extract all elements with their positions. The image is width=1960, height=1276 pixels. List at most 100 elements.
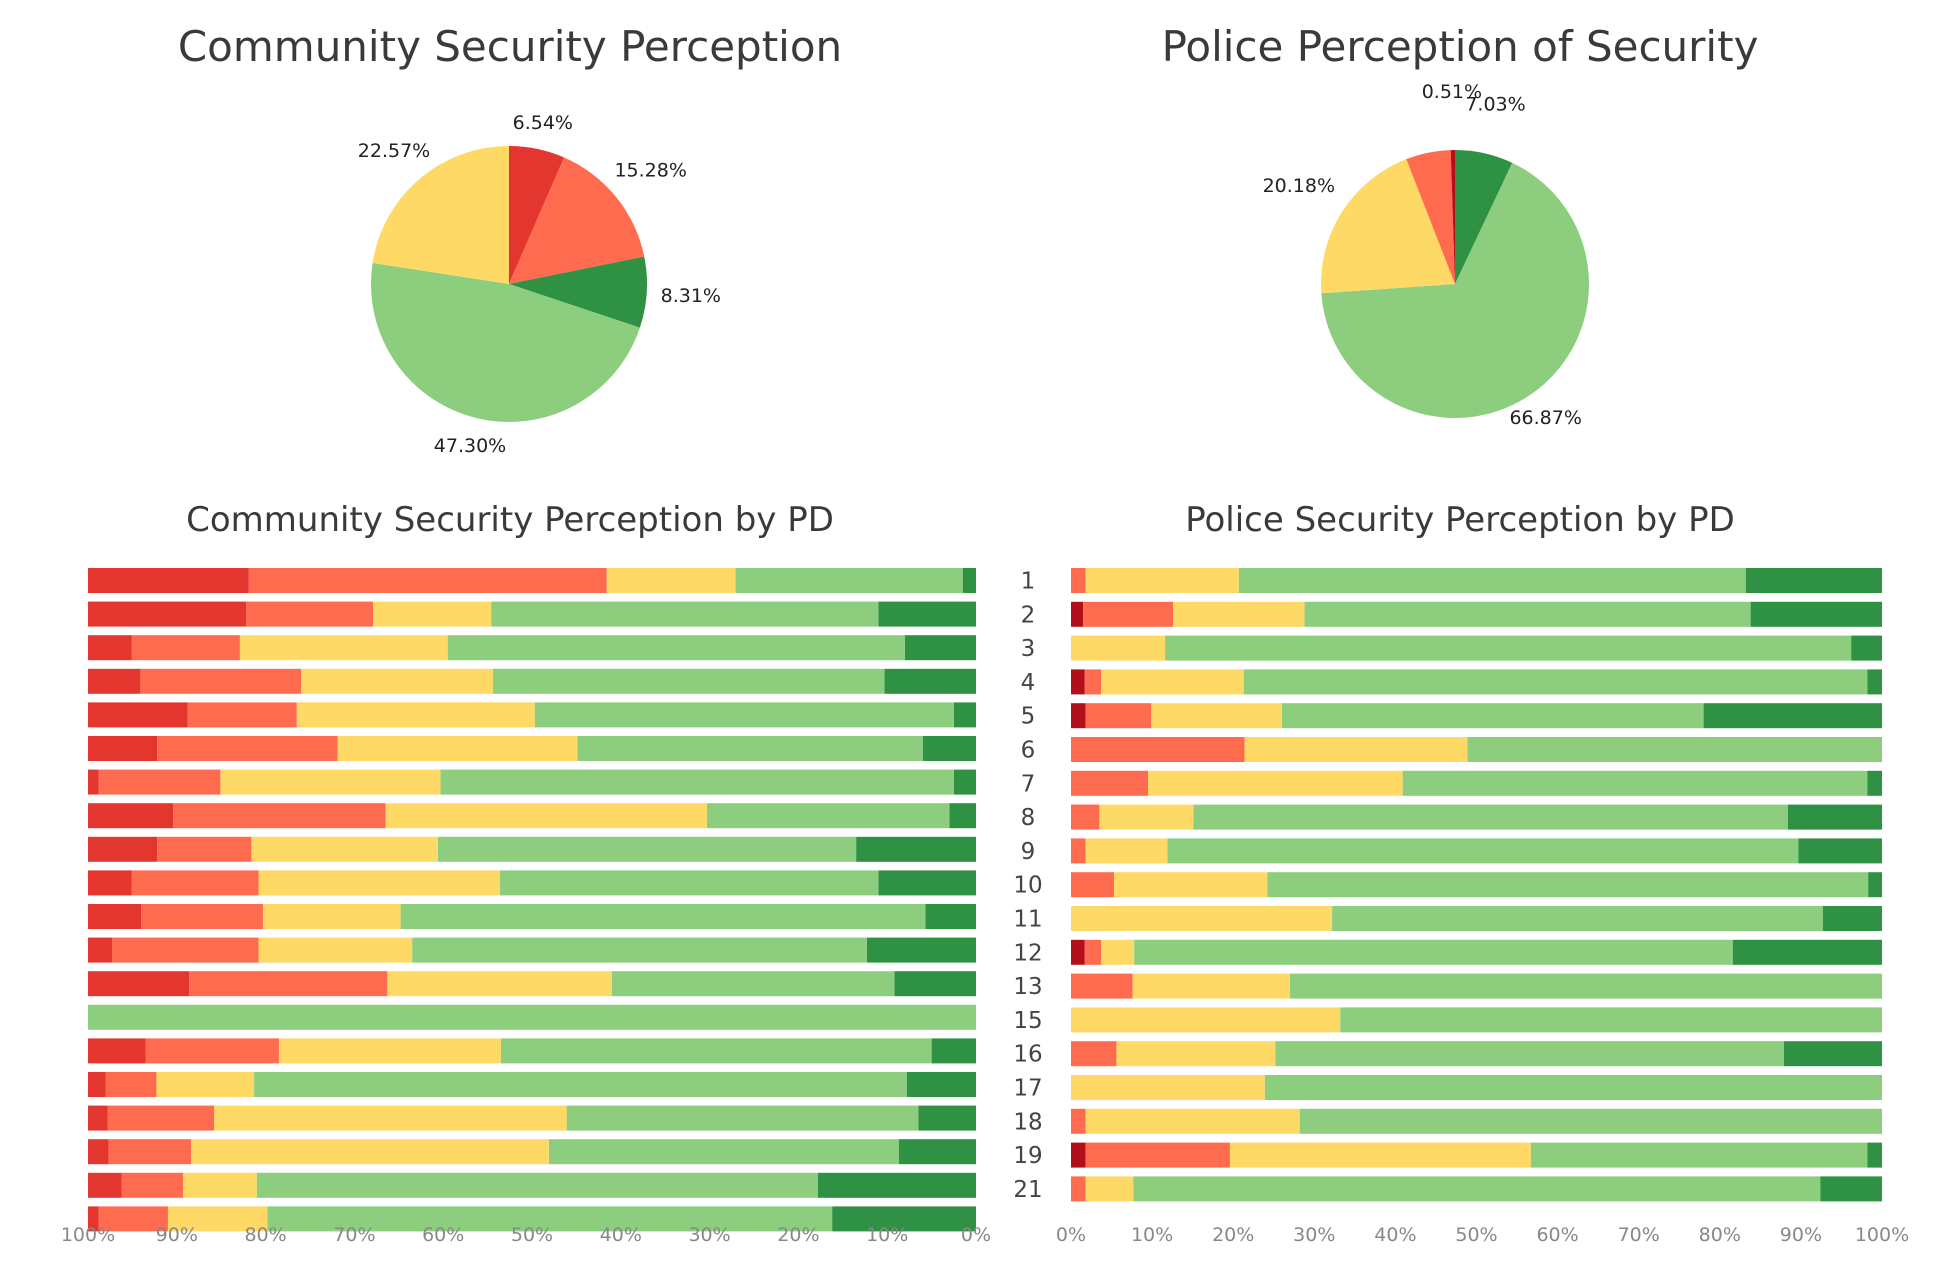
bar-police-bar-row13-medium xyxy=(1132,973,1290,999)
bar-community-bar-row5-low xyxy=(187,702,297,728)
bar-community-bar-row1-low xyxy=(248,568,607,593)
pie-community-slice-very_high xyxy=(509,256,647,328)
bar-community-bar-row9-low xyxy=(157,836,252,862)
bar-police-bar-row8-medium xyxy=(1099,804,1194,830)
bar-community-bar-row7-very_low xyxy=(88,769,99,795)
bar-police-category-label: 18 xyxy=(1013,1109,1042,1135)
pie-police-slice-low xyxy=(1406,150,1455,284)
bar-police-tick-label: 30% xyxy=(1293,1224,1335,1246)
bar-community-bar-row6-medium xyxy=(337,736,578,761)
bar-community-bar-row4-medium xyxy=(301,668,493,694)
bar-police-bar-row7-low xyxy=(1071,770,1149,796)
bar-police-bar-row18-high xyxy=(1530,1142,1868,1168)
bar-community-tick-label: 0% xyxy=(961,1224,991,1246)
bar-police-bar-row11-very_high xyxy=(1822,906,1882,931)
bar-community-tick-label: 10% xyxy=(866,1224,908,1246)
bar-community-bar-row7-very_high xyxy=(953,769,976,795)
bar-community-bar-row16-high xyxy=(254,1072,907,1097)
bar-police-category-label: 17 xyxy=(1013,1076,1042,1102)
bar-community-bar-row18-very_low xyxy=(88,1139,109,1165)
bar-police-bar-row2-very_high xyxy=(1750,601,1882,627)
bar-police-bar-row11-medium xyxy=(1071,906,1333,931)
bar-community-bar-row15-very_high xyxy=(931,1038,976,1064)
pie-community-slice-very_low xyxy=(509,146,565,284)
bar-community-tick-label: 60% xyxy=(422,1224,464,1246)
bar-police-tick-label: 80% xyxy=(1699,1224,1741,1246)
bar-community-bar-row9-very_low xyxy=(88,836,158,862)
bar-police-bar-row2-medium xyxy=(1173,601,1305,627)
bar-police-bar-row2-high xyxy=(1304,601,1751,627)
bar-police-bar-row17-medium xyxy=(1085,1108,1300,1134)
pie-community-slice-high xyxy=(371,263,640,422)
bar-community-tick-label: 70% xyxy=(333,1224,375,1246)
bar-community-bar-row17-low xyxy=(107,1105,215,1131)
bar-community-bar-row3-very_low xyxy=(88,635,132,661)
bar-community-bar-row8-high xyxy=(706,803,950,829)
bar-police-bar-row10-medium xyxy=(1113,872,1268,898)
bar-community-bar-row19-very_high xyxy=(817,1172,976,1198)
bar-community-bar-row7-high xyxy=(440,769,954,795)
bar-community-bar-row6-low xyxy=(157,736,338,761)
bar-community-bar-row8-low xyxy=(173,803,386,829)
bar-community-bar-row15-high xyxy=(500,1038,932,1064)
bar-police-bar-row15-high xyxy=(1275,1041,1784,1067)
bar-community-bar-row2-very_high xyxy=(878,601,976,627)
bar-community-bar-row19-low xyxy=(121,1172,184,1198)
bar-community-tick-label: 30% xyxy=(688,1224,730,1246)
bar-community-bar-row17-medium xyxy=(214,1105,567,1131)
bar-community-bar-row16-very_low xyxy=(88,1072,106,1097)
bar-community-bar-row3-high xyxy=(447,635,905,661)
bar-community-bar-row11-high xyxy=(400,904,926,929)
bar-police-bar-row10-very_high xyxy=(1868,872,1882,898)
bar-police-bar-row8-high xyxy=(1193,804,1788,830)
bar-community-tick-label: 90% xyxy=(156,1224,198,1246)
bar-community-tick-label: 100% xyxy=(61,1224,115,1246)
bar-community-bar-row3-medium xyxy=(239,635,448,661)
bar-police-tick-label: 0% xyxy=(1056,1224,1086,1246)
bar-community-bar-row5-very_low xyxy=(88,702,188,728)
bar-community-bar-row15-very_low xyxy=(88,1038,146,1064)
bar-police-bar-row12-very_high xyxy=(1732,939,1882,965)
bar-police-bar-row12-critical xyxy=(1071,939,1085,965)
bar-police-bar-row7-high xyxy=(1402,770,1868,796)
bar-police-bar-row18-very_high xyxy=(1867,1142,1882,1168)
bar-community-bar-row17-very_high xyxy=(918,1105,976,1131)
bar-community-bar-row10-high xyxy=(500,870,879,896)
bar-police-bar-row19-medium xyxy=(1085,1176,1134,1202)
bar-police-bar-row5-very_high xyxy=(1703,703,1882,729)
bar-police-bar-row17-high xyxy=(1299,1108,1882,1134)
bar-community-bar-row3-very_high xyxy=(904,635,976,661)
bar-police-bar-row4-medium xyxy=(1101,669,1244,695)
bar-police-bar-row9-medium xyxy=(1085,838,1168,864)
bar-community-bar-row19-high xyxy=(256,1172,818,1198)
bar-community-bar-row1-high xyxy=(735,568,963,593)
bar-community-bar-row13-very_high xyxy=(894,971,976,997)
bar-police-tick-label: 90% xyxy=(1780,1224,1822,1246)
bar-community-bar-row18-very_high xyxy=(898,1139,976,1165)
bar-community-bar-row10-very_high xyxy=(878,870,976,896)
bar-police-bar-row18-critical xyxy=(1071,1142,1086,1168)
pie-police-slice-medium xyxy=(1321,159,1455,294)
bar-community-bar-row15-medium xyxy=(278,1038,501,1064)
bar-community-bar-row20-very_low xyxy=(88,1206,99,1232)
pie-police-label-very_high: 7.03% xyxy=(1465,94,1525,116)
bar-community-bar-row5-medium xyxy=(296,702,535,728)
bar-community-bar-row5-high xyxy=(534,702,954,728)
bar-community-bar-row10-low xyxy=(131,870,259,896)
bar-police-category-label: 15 xyxy=(1013,1008,1042,1034)
bar-police-bar-row12-medium xyxy=(1101,939,1135,965)
bar-police-bar-row2-critical xyxy=(1071,601,1084,627)
bar-police-category-label: 11 xyxy=(1013,907,1042,933)
bar-community-bar-row20-very_high xyxy=(832,1206,976,1232)
bar-police-category-label: 2 xyxy=(1021,602,1036,628)
bar-police-bar-row16-high xyxy=(1264,1075,1882,1100)
bar-police-bar-row12-low xyxy=(1084,939,1102,965)
bar-community-bar-row9-medium xyxy=(251,836,438,862)
bar-police-bar-row8-very_high xyxy=(1787,804,1882,830)
bar-community-bar-row4-low xyxy=(140,668,302,694)
bar-police-category-label: 6 xyxy=(1021,738,1036,764)
bar-police-category-label: 21 xyxy=(1013,1177,1042,1203)
bar-police-bar-row15-very_high xyxy=(1783,1041,1882,1067)
bar-police-bar-row12-high xyxy=(1134,939,1733,965)
bar-community-bar-row7-low xyxy=(98,769,221,795)
